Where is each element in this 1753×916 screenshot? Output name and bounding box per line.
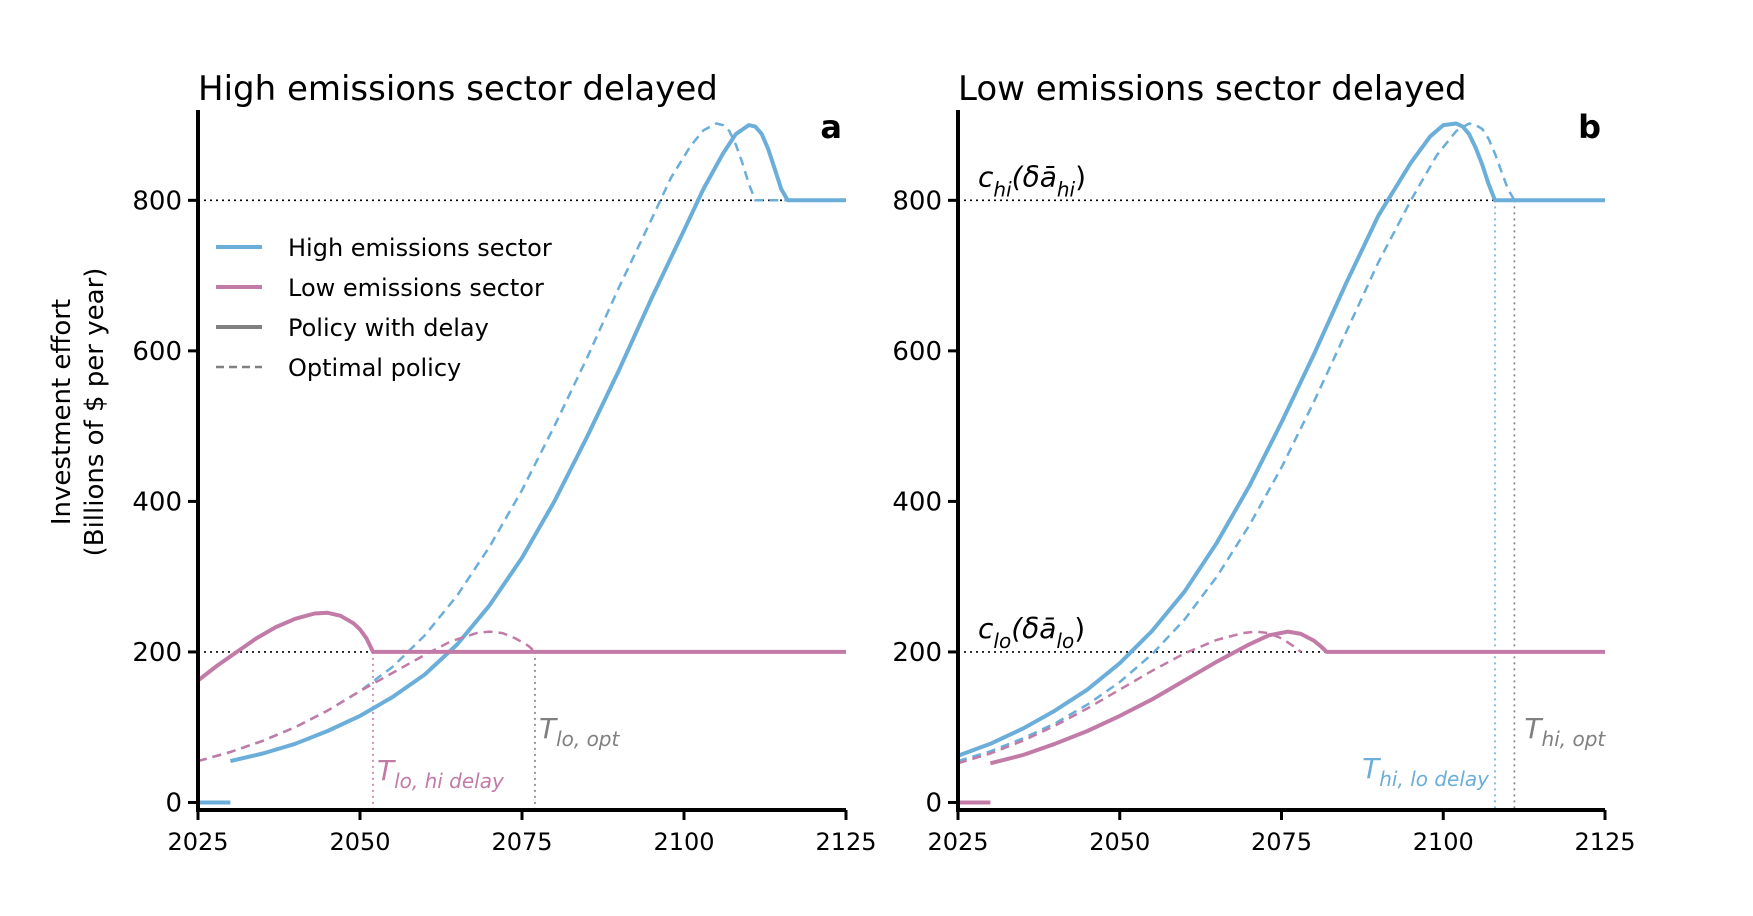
high-solid-series — [229, 123, 846, 764]
chart-title: Low emissions sector delayed — [958, 69, 1467, 109]
label-part: ) — [1074, 612, 1085, 645]
label-part: hi — [993, 177, 1012, 201]
x-tick-label: 2100 — [1413, 828, 1474, 856]
x-tick-label: 2050 — [1089, 828, 1150, 856]
legend-label: Policy with delay — [288, 314, 489, 342]
x-tick-label: 2100 — [653, 828, 714, 856]
x-tick-label: 2075 — [491, 828, 552, 856]
label-part: c — [978, 160, 994, 193]
high-dashed-series — [197, 122, 846, 763]
reference-line-label: chi(δāhi) — [978, 160, 1086, 201]
y-tick-label: 400 — [892, 487, 942, 517]
high-dashed-series — [957, 122, 1516, 763]
high-solid-series — [957, 121, 1605, 758]
marker-label: Thi, lo delay — [1362, 752, 1490, 791]
label-part: ) — [1075, 160, 1086, 193]
low-dashed-series — [957, 630, 1302, 765]
x-tick-label: 2125 — [815, 828, 876, 856]
reference-line-label: clo(δālo) — [978, 612, 1085, 653]
marker-label-main: T — [1362, 752, 1381, 785]
y-tick-label: 600 — [892, 337, 942, 367]
marker-label-sub: lo, opt — [556, 727, 620, 751]
low-solid-series — [989, 629, 1605, 766]
label-part: (δā — [1011, 612, 1056, 645]
low-dashed-series — [197, 630, 536, 763]
y-axis-label-line-2: (Billions of $ per year) — [80, 268, 110, 557]
label-part: hi — [1057, 177, 1076, 201]
x-tick-label: 2075 — [1251, 828, 1312, 856]
y-tick-label: 400 — [132, 487, 182, 517]
x-tick-label: 2050 — [329, 828, 390, 856]
panel-a: High emissions sector delayed a Tlo, hi de… — [132, 69, 876, 856]
y-tick-label: 0 — [925, 788, 942, 818]
y-tick-label: 0 — [165, 788, 182, 818]
y-tick-label: 800 — [892, 186, 942, 216]
x-tick-label: 2125 — [1574, 828, 1635, 856]
chart-title: High emissions sector delayed — [198, 69, 718, 109]
marker-label: Tlo, opt — [539, 712, 621, 751]
legend-label: Low emissions sector — [288, 274, 544, 302]
x-tick-label: 2025 — [927, 828, 988, 856]
panel-b: Low emissions sector delayedbchi(δāhi)cl… — [892, 69, 1635, 856]
low-solid-series — [196, 610, 846, 683]
marker-label-main: T — [539, 712, 558, 745]
marker-label: Tlo, hi delay — [377, 754, 505, 793]
label-part: lo — [1056, 629, 1074, 653]
y-tick-label: 200 — [132, 638, 182, 668]
y-tick-label: 800 — [132, 186, 182, 216]
label-part: c — [978, 612, 994, 645]
label-part: (δā — [1012, 160, 1057, 193]
label-part: lo — [993, 629, 1011, 653]
x-tick-label: 2025 — [167, 828, 228, 856]
y-tick-label: 600 — [132, 337, 182, 367]
marker-label: Thi, opt — [1524, 712, 1606, 751]
marker-label-sub: hi, opt — [1542, 727, 1607, 751]
marker-label-main: T — [1524, 712, 1543, 745]
marker-label-sub: lo, hi delay — [394, 769, 505, 793]
y-tick-label: 200 — [892, 638, 942, 668]
panel-letter: b — [1578, 108, 1601, 146]
y-axis-label-line-1: Investment effort — [47, 299, 77, 525]
marker-label-main: T — [377, 754, 396, 787]
legend: High emissions sector Low emissions secto… — [216, 234, 552, 382]
legend-label: High emissions sector — [288, 234, 552, 262]
panel-letter: a — [820, 108, 842, 146]
marker-label-sub: hi, lo delay — [1379, 767, 1490, 791]
legend-label: Optimal policy — [288, 354, 461, 382]
